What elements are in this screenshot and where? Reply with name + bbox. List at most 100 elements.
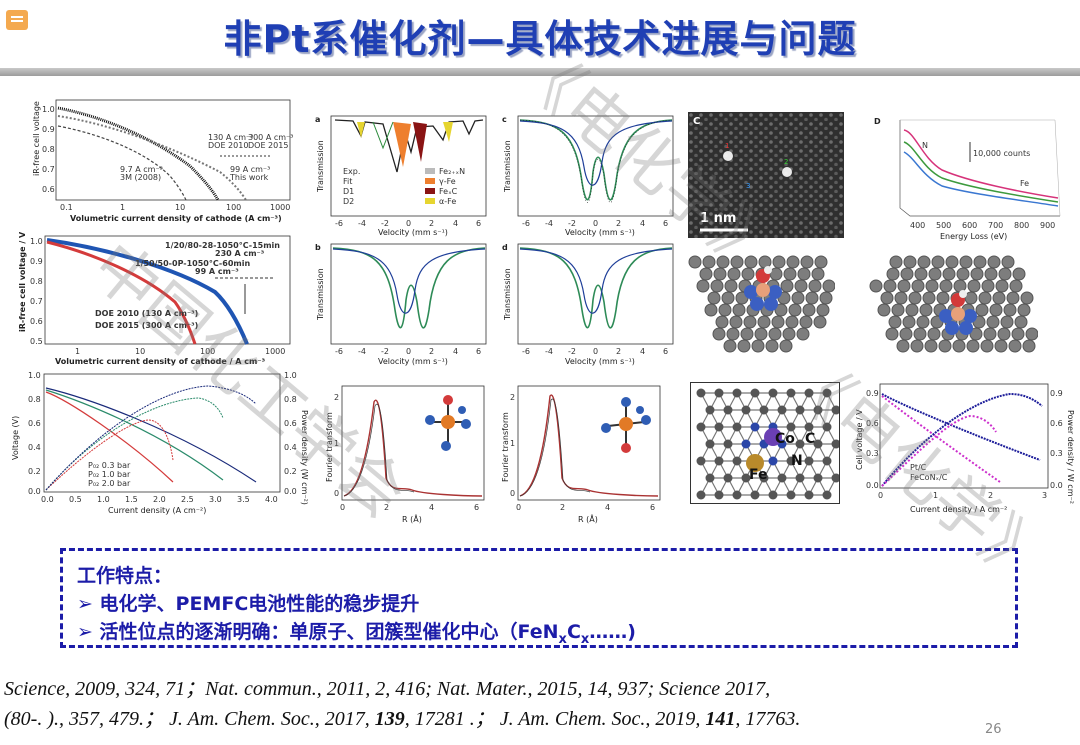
pd-xtick: -4 [545,347,553,356]
lattice-atom [927,327,941,341]
lattice-atom [785,315,799,329]
active-site-atom [959,321,973,335]
pb-xtick: 0 [406,347,411,356]
carbon-atom [705,405,715,415]
pa-letter: a [315,115,320,124]
title-rule [0,68,1080,76]
carbon-atom [696,388,706,398]
lattice-atom [939,279,953,293]
carbon-atom [822,388,832,398]
pb-xtick: 6 [476,347,481,356]
carbon-atom [732,490,742,500]
pb-xtick: -6 [335,347,343,356]
p3-y2tick: 0.8 [284,395,297,404]
eels-xtick: 400 [910,221,925,230]
pa-xtick: 2 [429,219,434,228]
eels-xlabel: Energy Loss (eV) [940,232,1007,241]
lattice-atom [894,291,908,305]
pol-xlabel: Current density / A cm⁻² [910,505,1007,514]
lattice-atom [688,255,702,269]
carbon-atom [804,422,814,432]
pa-xtick: 6 [476,219,481,228]
pf-ytick: 2 [510,393,515,402]
reference-text: (80-. )., 357, 479.； J. Am. Chem. Soc., … [4,708,375,730]
lattice-atom [723,339,737,353]
p3-xtick: 3.0 [209,495,222,504]
carbon-atom [759,473,769,483]
pa-xtick: 4 [453,219,458,228]
pf-ytick: 0 [510,489,515,498]
lattice-atom [1008,339,1022,353]
summary-point-2-sub: x [558,631,567,647]
lattice-atom [721,291,735,305]
lattice-atom [992,291,1006,305]
p3-xtick: 2.0 [153,495,166,504]
lattice-atom [896,339,910,353]
lattice-atom [899,327,913,341]
summary-point-2-text: ……) [589,621,636,643]
lattice-atom [783,267,797,281]
carbon-atom [804,490,814,500]
lattice-atom [702,255,716,269]
pol-legend-item: FeCoNₓ/C [910,473,948,482]
p2-xtick: 10 [135,347,145,356]
lattice-atom [819,291,833,305]
panel-stem-image: C 1 2 3 1 nm [688,112,844,238]
pc-xlabel: Velocity (mm s⁻¹) [565,228,635,237]
active-site-atom [750,297,764,311]
panel-dual-site-structure: Co Fe C N [690,382,840,504]
active-site-atom [959,290,967,298]
lattice-atom [808,279,822,293]
pol-ytick: 0.6 [866,419,879,428]
carbon-atom [732,388,742,398]
lattice-atom [905,303,919,317]
lattice-atom [910,339,924,353]
lattice-atom [786,255,800,269]
lattice-atom [978,291,992,305]
pd-xtick: 4 [640,347,645,356]
lattice-atom [707,291,721,305]
cobalt-atom [764,428,782,446]
carbon-atom [831,405,839,415]
eels-letter: D [874,117,881,126]
lattice-atom [822,279,835,293]
panel-eels: D 10,000 counts N Fe 400 500 600 700 800… [870,112,1075,242]
p1-xtick: 0.1 [60,203,73,212]
carbon-atom [795,473,805,483]
carbon-atom [705,439,715,449]
pb-xtick: -2 [381,347,389,356]
lattice-atom [1009,279,1023,293]
pe-ylabel: Fourier transform [325,412,334,482]
lattice-atom [780,279,794,293]
pol-y2label: Power density / W cm⁻² [1066,410,1075,504]
pa-xtick: -2 [381,219,389,228]
lattice-atom [1006,291,1020,305]
carbon-atom [786,388,796,398]
lattice-atom [737,339,751,353]
stem-scale-label: 1 nm [700,211,736,226]
lattice-atom [980,339,994,353]
carbon-atom [795,439,805,449]
p1-annotation: 9.7 A cm⁻³ [120,165,163,174]
stem-marker: 3 [746,182,750,190]
summary-box: 工作特点： ➢ 电化学、PEMFC电池性能的稳步提升 ➢ 活性位点的逐渐明确：单… [60,548,1018,648]
active-site-atom [756,283,770,297]
p3-xtick: 1.5 [125,495,138,504]
panel-graphene-model-2 [858,250,1038,362]
lattice-atom [911,279,925,293]
page-number: 26 [985,722,1002,737]
lattice-atom [1014,315,1028,329]
pf-xtick: 0 [516,503,521,512]
lattice-atom [970,267,984,281]
lattice-atom [768,327,782,341]
lattice-atom [718,303,732,317]
p3-ytick: 0.6 [28,419,41,428]
pc-xtick: 4 [640,219,645,228]
lattice-atom [771,315,785,329]
carbon-atom [732,422,742,432]
lattice-atom [704,303,718,317]
p3-y2tick: 1.0 [284,371,297,380]
lattice-atom [715,315,729,329]
lattice-atom [994,339,1008,353]
lattice-atom [908,291,922,305]
